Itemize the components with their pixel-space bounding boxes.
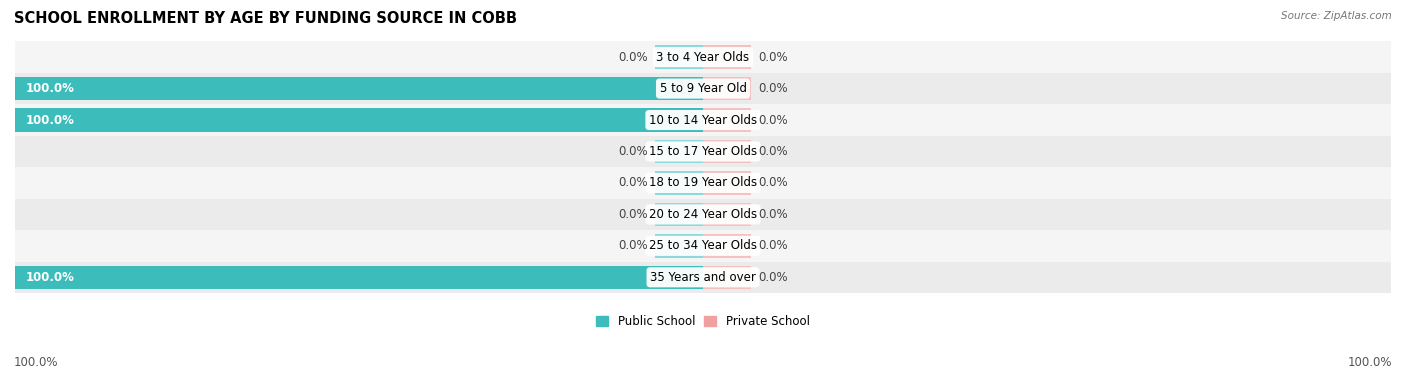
Text: SCHOOL ENROLLMENT BY AGE BY FUNDING SOURCE IN COBB: SCHOOL ENROLLMENT BY AGE BY FUNDING SOUR…: [14, 11, 517, 26]
Text: 25 to 34 Year Olds: 25 to 34 Year Olds: [650, 239, 756, 252]
Bar: [655, 140, 703, 163]
Text: 18 to 19 Year Olds: 18 to 19 Year Olds: [650, 176, 756, 189]
Text: 100.0%: 100.0%: [25, 271, 75, 284]
Text: 3 to 4 Year Olds: 3 to 4 Year Olds: [657, 51, 749, 64]
Bar: [15, 41, 1391, 73]
Bar: [703, 171, 751, 195]
Text: 0.0%: 0.0%: [758, 113, 787, 127]
Bar: [15, 199, 1391, 230]
Text: 20 to 24 Year Olds: 20 to 24 Year Olds: [650, 208, 756, 221]
Text: 100.0%: 100.0%: [25, 82, 75, 95]
Bar: [15, 262, 1391, 293]
Text: 5 to 9 Year Old: 5 to 9 Year Old: [659, 82, 747, 95]
Text: 0.0%: 0.0%: [758, 176, 787, 189]
Text: 10 to 14 Year Olds: 10 to 14 Year Olds: [650, 113, 756, 127]
Bar: [655, 171, 703, 195]
Legend: Public School, Private School: Public School, Private School: [592, 310, 814, 333]
Text: 0.0%: 0.0%: [758, 208, 787, 221]
Bar: [703, 140, 751, 163]
Text: 35 Years and over: 35 Years and over: [650, 271, 756, 284]
Bar: [703, 234, 751, 257]
Bar: [15, 77, 703, 100]
Bar: [655, 45, 703, 69]
Text: 0.0%: 0.0%: [619, 176, 648, 189]
Text: 100.0%: 100.0%: [25, 113, 75, 127]
Bar: [15, 265, 703, 289]
Bar: [655, 202, 703, 226]
Text: 0.0%: 0.0%: [758, 82, 787, 95]
Text: 0.0%: 0.0%: [758, 51, 787, 64]
Text: 0.0%: 0.0%: [619, 239, 648, 252]
Bar: [15, 230, 1391, 262]
Text: 0.0%: 0.0%: [758, 271, 787, 284]
Text: 15 to 17 Year Olds: 15 to 17 Year Olds: [650, 145, 756, 158]
Bar: [703, 265, 751, 289]
Text: 0.0%: 0.0%: [619, 145, 648, 158]
Bar: [15, 108, 703, 132]
Text: 0.0%: 0.0%: [758, 145, 787, 158]
Bar: [15, 136, 1391, 167]
Bar: [703, 108, 751, 132]
Bar: [703, 45, 751, 69]
Text: 0.0%: 0.0%: [758, 239, 787, 252]
Bar: [15, 73, 1391, 104]
Text: 100.0%: 100.0%: [14, 357, 59, 369]
Text: 0.0%: 0.0%: [619, 51, 648, 64]
Text: Source: ZipAtlas.com: Source: ZipAtlas.com: [1281, 11, 1392, 21]
Bar: [15, 104, 1391, 136]
Bar: [703, 202, 751, 226]
Text: 0.0%: 0.0%: [619, 208, 648, 221]
Bar: [15, 167, 1391, 199]
Bar: [655, 234, 703, 257]
Text: 100.0%: 100.0%: [1347, 357, 1392, 369]
Bar: [703, 77, 751, 100]
